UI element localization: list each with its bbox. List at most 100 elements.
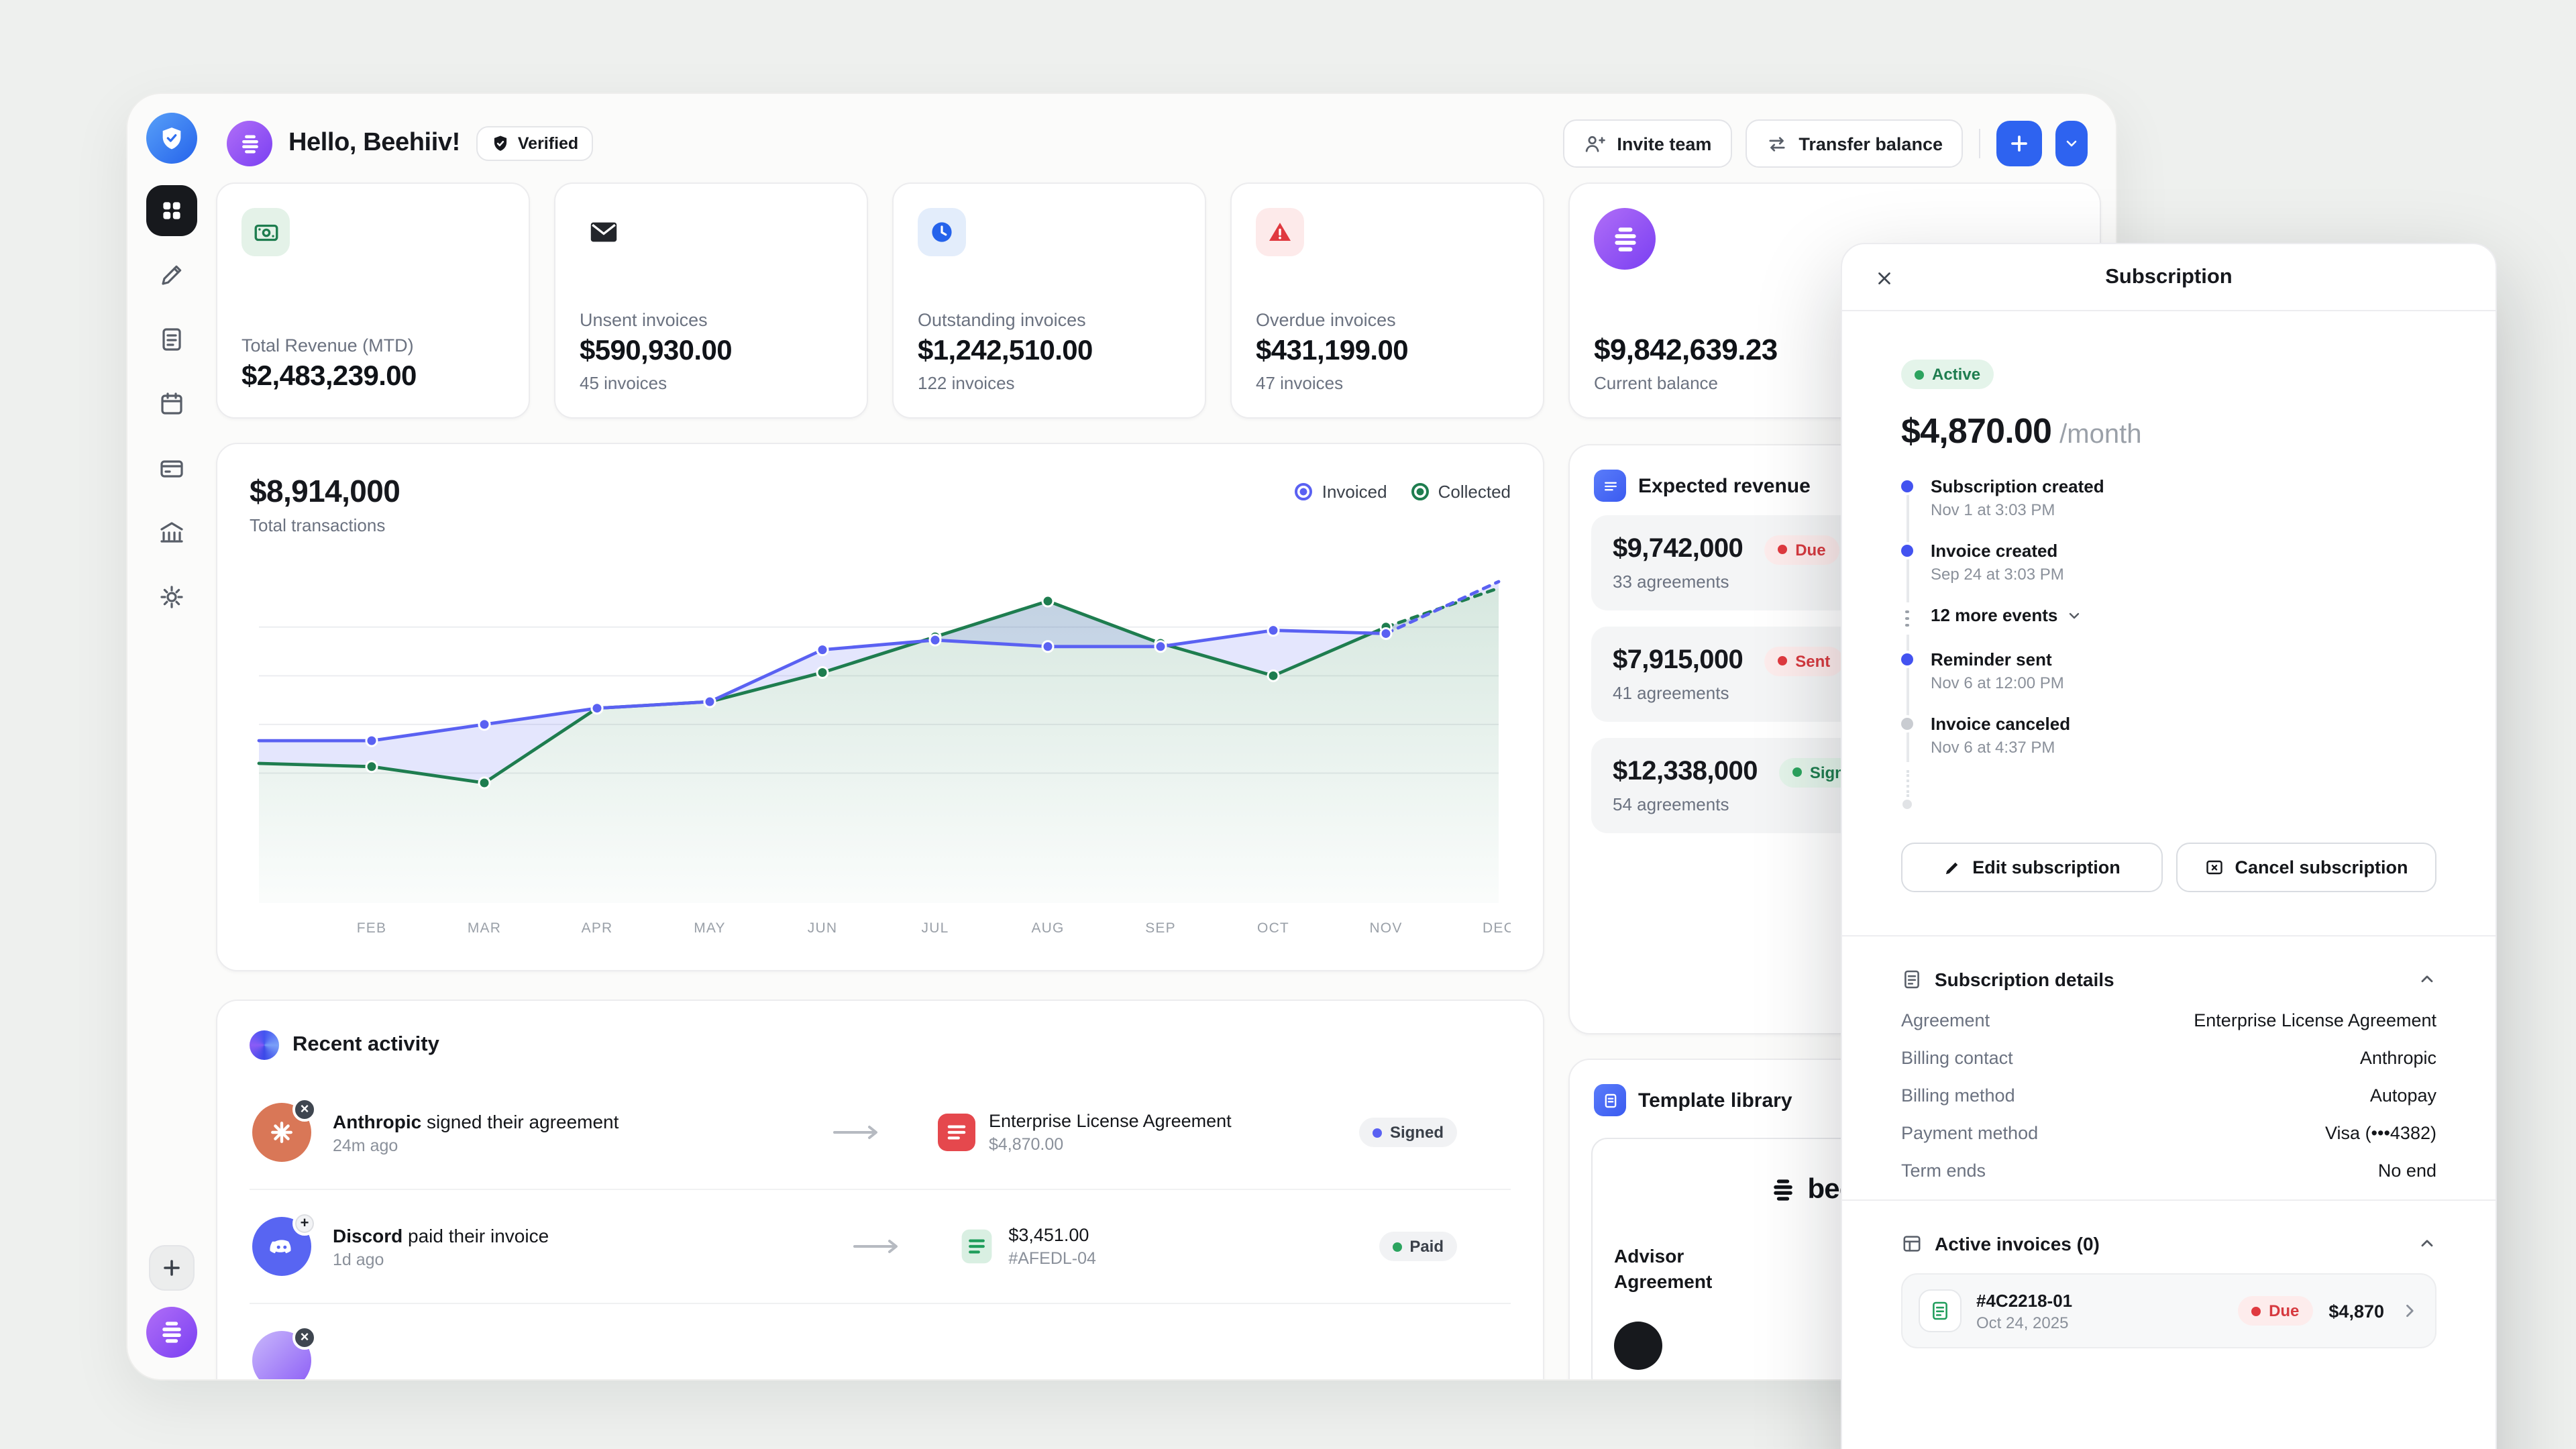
stat-card-outstanding-invoices: Outstanding invoices $1,242,510.00 122 i… [892,182,1206,419]
add-badge-icon[interactable]: + [292,1212,317,1236]
sidebar-item-cards[interactable] [146,443,197,494]
subscription-period: /month [2059,420,2142,449]
due-badge: Due [2238,1296,2313,1326]
sidebar-avatar[interactable] [146,1307,197,1358]
expected-revenue-icon [1594,470,1626,502]
sidebar-item-schedule[interactable] [146,378,197,429]
remove-badge-icon[interactable]: × [292,1326,317,1350]
status-badge-signed: Signed [1358,1118,1457,1147]
sidebar-item-dashboard[interactable] [146,185,197,236]
activity-doc-sub: #AFEDL-04 [1008,1249,1096,1268]
credit-card-icon [160,460,183,478]
invoice-row[interactable]: #4C2218-01 Oct 24, 2025 Due $4,870 [1901,1273,2436,1348]
create-button[interactable] [1996,121,2042,166]
legend-invoiced[interactable]: Invoiced [1295,482,1387,502]
detail-row: Billing contact Anthropic [1901,1048,2436,1068]
sidebar-item-settings[interactable] [146,572,197,623]
remove-badge-icon[interactable]: × [292,1097,317,1122]
banknote-icon [241,208,290,256]
invite-team-button[interactable]: Invite team [1563,119,1732,168]
svg-text:NOV: NOV [1369,920,1402,936]
chevron-up-icon [2421,1240,2433,1247]
detail-row: Billing method Autopay [1901,1085,2436,1106]
timeline-expand-button[interactable]: 12 more events [1901,602,2436,635]
transactions-chart-card: $8,914,000 Total transactions Invoiced C… [216,443,1544,971]
cancel-subscription-button[interactable]: Cancel subscription [2176,843,2436,892]
sidebar-item-compose[interactable] [146,250,197,301]
active-dot-icon [1915,370,1924,379]
invoice-document-icon [1919,1289,1962,1332]
pen-icon [162,265,182,285]
warning-triangle-icon [1256,208,1304,256]
stat-label: Outstanding invoices [918,310,1086,330]
timeline-dot-icon [1901,718,1913,730]
anthropic-logo [252,1103,311,1162]
timeline-dot-icon [1901,653,1913,665]
person-plus-icon [1586,135,1606,152]
divider [1842,935,2496,936]
legend-collected[interactable]: Collected [1411,482,1511,502]
beehiiv-mark-icon [1614,227,1635,251]
svg-text:JUN: JUN [808,920,837,936]
transfer-balance-label: Transfer balance [1799,133,1943,154]
transfer-balance-button[interactable]: Transfer balance [1745,119,1963,168]
activity-row-anthropic[interactable]: × Anthropic signed their agreement 24m a… [250,1076,1511,1189]
activity-action: paid their invoice [402,1224,549,1246]
recent-activity-card: Recent activity × Anthropic signed their… [216,1000,1544,1379]
timeline-event: Subscription created Nov 1 at 3:03 PM [1901,476,2436,519]
detail-row: Term ends No end [1901,1161,2436,1181]
svg-text:FEB: FEB [357,920,386,936]
svg-text:DEC: DEC [1483,920,1511,936]
sidebar-item-documents[interactable] [146,314,197,365]
subscription-amount: $4,870.00 [1901,411,2052,451]
pencil-icon [1946,861,1958,874]
close-button[interactable] [1866,260,1901,295]
svg-text:MAY: MAY [694,920,726,936]
activity-doc-title: Enterprise License Agreement [988,1111,1232,1131]
discord-face-icon [270,1240,291,1254]
chevron-up-icon [2421,975,2433,983]
active-status-badge: Active [1901,360,1994,389]
envelope-icon [580,208,628,256]
invite-team-label: Invite team [1617,133,1712,154]
plus-icon [2011,136,2027,152]
arrow-right-icon [853,1240,898,1253]
timeline-dot-icon [1901,480,1913,492]
stat-card-total-revenue: Total Revenue (MTD) $2,483,239.00 [216,182,530,419]
template-next-brand-logo [1614,1321,1662,1370]
app-logo-shield-icon[interactable] [146,113,197,164]
subscription-details-header[interactable]: Subscription details [1901,936,2436,990]
header-actions: Invite team Transfer balance [1563,119,2088,168]
svg-text:APR: APR [582,920,613,936]
activity-time: 24m ago [333,1136,398,1155]
document-icon [1904,970,1919,989]
sidebar-add-button[interactable] [149,1245,195,1291]
sidebar-item-banking[interactable] [146,507,197,558]
plus-icon [164,1260,180,1276]
svg-text:AUG: AUG [1031,920,1064,936]
create-dropdown-button[interactable] [2055,121,2088,166]
legend-collected-label: Collected [1438,482,1511,502]
revenue-sub: 41 agreements [1613,683,1729,703]
grid-icon [163,202,180,219]
svg-text:MAR: MAR [468,920,501,936]
beehiiv-logo [1594,208,1656,270]
modal-title: Subscription [2105,265,2233,288]
timeline-event: Reminder sent Nov 6 at 12:00 PM [1901,649,2436,692]
revenue-value: $7,915,000 [1613,645,1743,675]
stat-value: $1,242,510.00 [918,335,1093,366]
swap-arrows-icon [1768,136,1784,151]
chevron-right-icon[interactable] [2400,1301,2419,1320]
expected-revenue-title: Expected revenue [1638,474,1811,497]
pdf-document-icon [937,1114,975,1151]
edit-subscription-button[interactable]: Edit subscription [1901,843,2162,892]
template-library-icon [1594,1084,1626,1116]
active-invoices-header[interactable]: Active invoices (0) [1901,1201,2436,1254]
subscription-modal: Subscription Active $4,870.00 /month Sub… [1841,243,2497,1449]
activity-row-discord[interactable]: + Discord paid their invoice 1d ago $3,4… [250,1189,1511,1303]
signed-dot-icon [1372,1128,1382,1137]
revenue-sub: 33 agreements [1613,572,1729,592]
workspace-avatar[interactable] [227,121,272,166]
timeline-dot-icon [1901,545,1913,557]
activity-row-partial[interactable]: × [250,1303,1511,1379]
